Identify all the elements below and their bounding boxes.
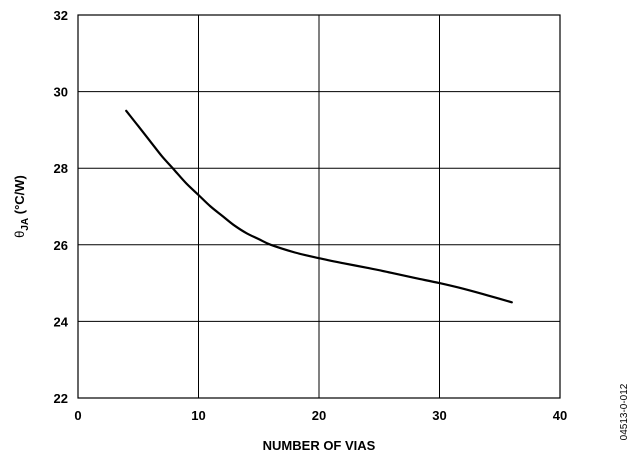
- figure-id: 04513-0-012: [619, 383, 630, 440]
- x-tick-label: 10: [191, 408, 205, 423]
- x-tick-label: 20: [312, 408, 326, 423]
- x-tick-label: 30: [432, 408, 446, 423]
- y-tick-label: 32: [54, 8, 68, 23]
- grid-lines: [78, 15, 560, 398]
- x-tick-label: 0: [74, 408, 81, 423]
- x-axis-label: NUMBER OF VIAS: [263, 438, 376, 453]
- x-tick-labels: 0 10 20 30 40: [74, 408, 567, 423]
- y-tick-label: 30: [54, 85, 68, 100]
- y-tick-label: 24: [54, 314, 69, 329]
- plot-frame: [77, 14, 561, 399]
- y-axis-label-symbol: θ: [12, 231, 27, 238]
- y-tick-labels: 22 24 26 28 30 32: [54, 8, 69, 406]
- y-axis-label-subscript: JA: [20, 218, 31, 231]
- y-axis-label: θJA (°C/W): [12, 175, 31, 238]
- series-line: [125, 109, 513, 304]
- x-tick-label: 40: [553, 408, 567, 423]
- y-tick-label: 26: [54, 238, 68, 253]
- y-tick-label: 28: [54, 161, 68, 176]
- y-axis-label-unit: (°C/W): [12, 175, 27, 218]
- y-tick-label: 22: [54, 391, 68, 406]
